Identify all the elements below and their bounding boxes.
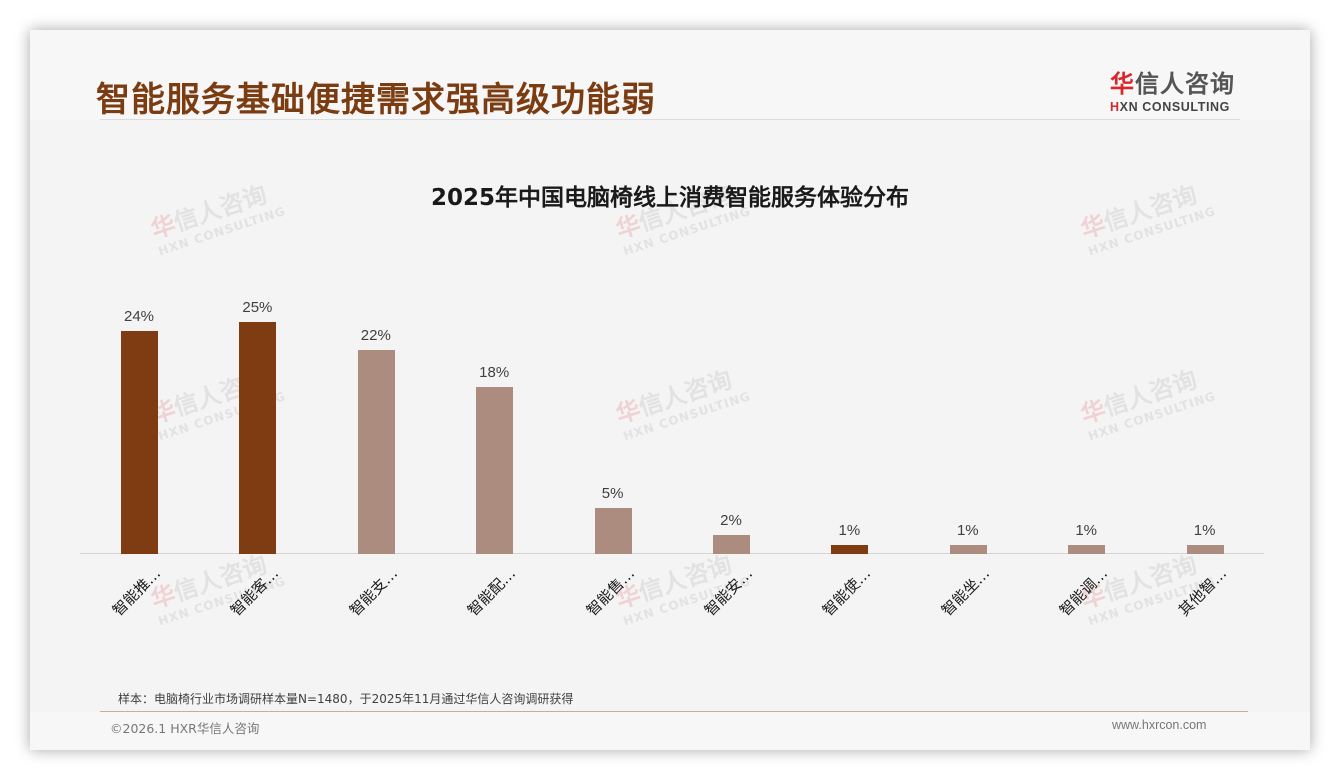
logo-cn-rest: 信人咨询 (1135, 70, 1235, 98)
bar (713, 535, 750, 554)
x-axis-category-label: 智能推… (108, 564, 165, 620)
x-axis-category-label: 智能支… (345, 564, 401, 620)
bar-value-label: 1% (838, 521, 861, 539)
chart-title: 2025年中国电脑椅线上消费智能服务体验分布 (430, 185, 909, 211)
logo-cn: 华信人咨询 (1110, 64, 1250, 99)
sample-note: 样本：电脑椅行业市场调研样本量N=1480，于2025年11月通过华信人咨询调研… (118, 692, 574, 706)
bar (831, 544, 869, 554)
bar (239, 322, 277, 554)
bar-value-label: 22% (360, 326, 391, 344)
bar (357, 349, 395, 554)
bar-value-label: 5% (601, 484, 624, 502)
bar-value-label: 18% (479, 363, 510, 381)
title-divider (100, 119, 1240, 120)
website-link[interactable]: www.hxrcon.com (1112, 718, 1207, 732)
bar-group: 24% (80, 270, 198, 554)
x-axis-category-label: 其他智… (1174, 564, 1230, 620)
bar-value-label: 1% (1193, 521, 1216, 539)
company-logo: 华信人咨询 HXN CONSULTING (1110, 64, 1250, 114)
bar-value-label: 25% (242, 299, 273, 316)
bar-group: 2% (672, 270, 790, 554)
bar-group: 1% (1027, 270, 1145, 554)
bar-group: 1% (909, 270, 1027, 554)
logo-en: HXN CONSULTING (1110, 100, 1250, 114)
bar-value-label: 2% (720, 512, 742, 530)
bar (594, 507, 632, 554)
x-axis-category-label: 智能坐… (937, 564, 993, 620)
bar-group: 22% (317, 270, 435, 554)
bar-group: 1% (790, 270, 908, 554)
logo-en-rest: XN CONSULTING (1119, 100, 1230, 114)
bar (1186, 544, 1224, 554)
x-axis-category-label: 智能调… (1056, 564, 1112, 620)
logo-en-red: H (1110, 100, 1120, 114)
bar-value-label: 24% (123, 308, 155, 326)
bar (1068, 544, 1106, 554)
bar (121, 331, 158, 554)
x-axis-category-label: 智能客… (227, 564, 283, 620)
x-axis-labels: 智能推… 智能客… 智能支… 智能配… 智能售… 智能安… 智能使… 智能坐… 智能调… 其他智… (80, 555, 1264, 635)
slide: 智能服务基础便捷需求强高级功能弱 华信人咨询 HXN CONSULTING 华信… (30, 30, 1310, 750)
bar-group: 25% (198, 270, 316, 554)
header-band (30, 30, 1310, 120)
logo-cn-red: 华 (1110, 70, 1135, 98)
x-axis-category-label: 智能配… (464, 564, 520, 620)
bar-group: 1% (1146, 270, 1264, 554)
bar-value-label: 1% (956, 521, 979, 539)
footer-divider (100, 711, 1248, 712)
x-axis-category-label: 智能售… (582, 564, 638, 620)
x-axis-category-label: 智能使… (819, 564, 875, 620)
bar (949, 544, 987, 554)
copyright: ©2026.1 HXR华信人咨询 (110, 721, 260, 736)
bar-value-label: 1% (1075, 521, 1098, 539)
page-title: 智能服务基础便捷需求强高级功能弱 (96, 80, 656, 120)
footer-band (30, 712, 1310, 750)
bar-group: 5% (554, 270, 672, 554)
x-axis-category-label: 智能安… (700, 564, 757, 620)
bar-chart-plot: 24% 25% 22% 18% 5% 2% 1% 1% 1% 1% (80, 270, 1264, 554)
x-axis-line (80, 553, 1264, 554)
bar (476, 386, 514, 554)
bar-group: 18% (435, 270, 553, 554)
